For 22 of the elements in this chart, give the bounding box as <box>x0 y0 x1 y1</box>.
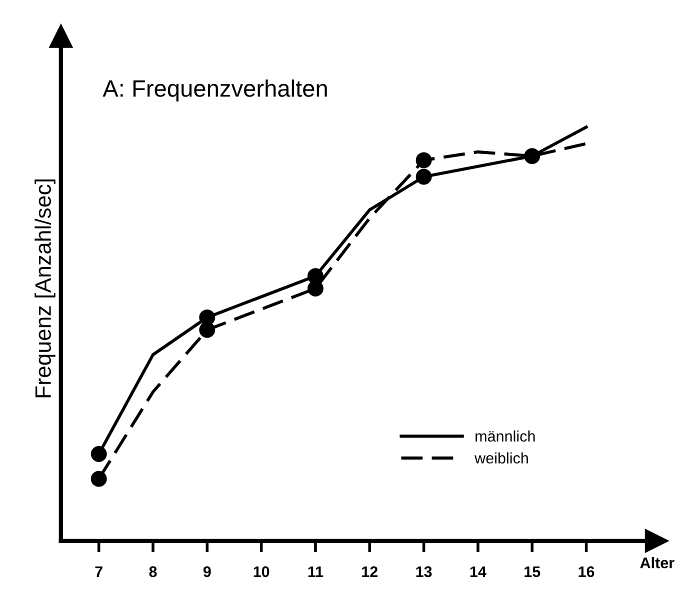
point <box>524 148 540 164</box>
x-tick-label: 13 <box>416 566 432 578</box>
y-axis-title: Frequenz [Anzahl/sec] <box>34 180 56 398</box>
x-tick-label: 16 <box>578 566 594 578</box>
point <box>416 152 432 168</box>
x-tick-label: 14 <box>470 566 486 577</box>
point <box>308 280 324 296</box>
x-axis-title: Alter <box>640 557 674 568</box>
legend-label: weiblich <box>474 452 528 464</box>
x-tick-label: 10 <box>254 566 270 578</box>
x-tick-label: 15 <box>524 566 540 578</box>
chart-title: A: Frequenzverhalten <box>102 80 327 102</box>
x-tick-label: 12 <box>362 566 378 577</box>
x-tick-label: 9 <box>203 566 211 578</box>
point <box>416 168 432 185</box>
point <box>199 322 216 338</box>
x-tick-label: 8 <box>149 566 157 578</box>
x-tick-label: 7 <box>95 566 102 577</box>
legend-label: männlich <box>476 430 535 442</box>
point <box>90 470 107 487</box>
x-tick-label: 11 <box>308 566 324 577</box>
point <box>90 446 107 462</box>
